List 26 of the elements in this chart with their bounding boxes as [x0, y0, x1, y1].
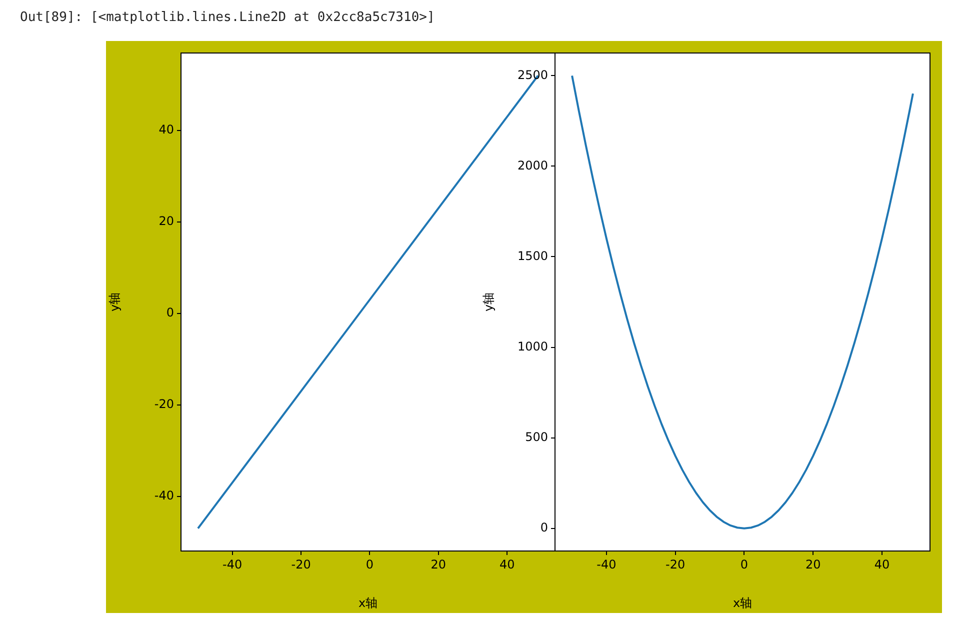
x-tick-label: 40: [874, 557, 890, 572]
y-tick-label: 40: [158, 122, 174, 137]
y-tick-label: 20: [158, 214, 174, 228]
y-tick-label: 0: [166, 306, 174, 320]
x-tick-label: -20: [291, 557, 311, 572]
x-tick-label: 20: [805, 557, 821, 572]
y-tick-label: -40: [154, 488, 174, 502]
x-tick-label: 0: [740, 557, 748, 572]
y-axis-title: y轴: [481, 292, 496, 312]
y-tick-label: 1000: [517, 339, 548, 354]
y-axis-title: y轴: [107, 292, 122, 312]
x-tick-label: 0: [366, 557, 374, 572]
x-tick-label: 20: [430, 557, 446, 572]
y-tick-label: 2500: [517, 68, 548, 82]
y-tick-label: 0: [540, 520, 548, 534]
y-tick-label: 2000: [517, 158, 548, 172]
x-tick-label: -40: [222, 557, 242, 572]
y-tick-label: 1500: [517, 248, 548, 263]
y-tick-label: -20: [154, 397, 174, 412]
x-axis-title: x轴: [732, 596, 752, 610]
y-tick-label: 500: [525, 430, 548, 444]
x-axis-title: x轴: [358, 596, 378, 610]
text: Out[89]: [<matplotlib.lines.Line2D at 0x2cc8a5c7310>]: [20, 10, 435, 25]
x-tick-label: -20: [666, 557, 686, 572]
x-tick-label: 40: [499, 557, 515, 572]
x-tick-label: -40: [596, 557, 616, 572]
